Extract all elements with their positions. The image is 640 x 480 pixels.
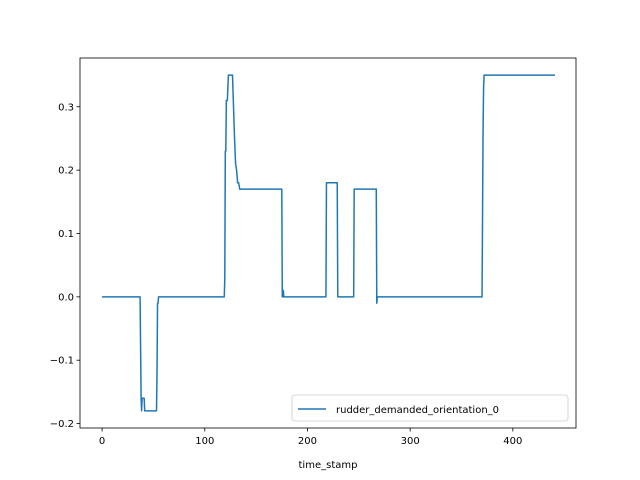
y-tick-label: −0.1: [50, 356, 74, 367]
axes-frame: [79, 57, 577, 429]
y-tick-label: 0.2: [58, 166, 74, 177]
legend-entry-label: rudder_demanded_orientation_0: [336, 405, 499, 416]
y-tick-label: 0.3: [58, 102, 74, 113]
legend-box: [291, 394, 569, 422]
y-axis-ticks: −0.2 −0.1 0.0 0.1 0.2 0.3: [50, 102, 80, 430]
y-tick-label: 0.0: [58, 292, 74, 303]
x-tick-label: 100: [195, 436, 214, 447]
x-tick-label: 200: [298, 436, 317, 447]
x-axis-ticks: 0 100 200 300 400: [99, 428, 522, 447]
plot-area: [102, 74, 555, 412]
x-axis-label: time_stamp: [299, 460, 358, 471]
series-line-0: [102, 74, 555, 412]
x-tick-label: 300: [401, 436, 420, 447]
x-tick-label: 0: [99, 436, 105, 447]
x-tick-label: 400: [503, 436, 522, 447]
legend: rudder_demanded_orientation_0: [291, 394, 569, 422]
y-tick-label: 0.1: [58, 229, 74, 240]
y-tick-label: −0.2: [50, 419, 74, 430]
